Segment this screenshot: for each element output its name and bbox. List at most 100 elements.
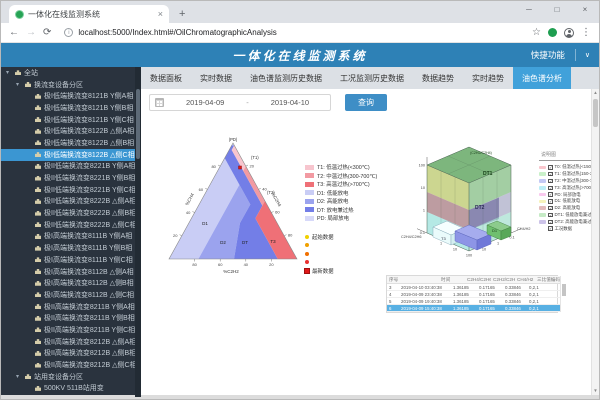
tree-item[interactable]: 极II低端换流变8222B △侧B相 — [1, 207, 141, 219]
cube-legend-item[interactable]: T3: 高温过热(>700℃) — [539, 184, 597, 191]
tree-item[interactable]: 极I低端换流变8121B Y侧C相 — [1, 114, 141, 126]
end-date-value[interactable]: 2019-04-10 — [270, 98, 310, 107]
extension-icon[interactable] — [548, 28, 557, 37]
tree-item[interactable]: 极I低端换流变8122B △侧C相 — [1, 148, 141, 161]
tree-item[interactable]: 极II低端换流变8221B Y侧A相 — [1, 161, 141, 173]
checkbox-checked-icon[interactable] — [548, 219, 553, 225]
url-text[interactable]: localhost:5000/Index.html#/OilChromatogr… — [78, 28, 277, 37]
table-row[interactable]: 6 2019-04-09 15:40:38 1.36185 0.17165 0.… — [387, 305, 560, 312]
table-row[interactable]: 4 2019-04-09 23:40:38 1.36185 0.17165 0.… — [387, 291, 560, 298]
tree-item[interactable]: 极I低端换流变8122B △侧A相 — [1, 125, 141, 137]
tree-item[interactable]: 极I高端换流变8112B △侧C相 — [1, 289, 141, 301]
browser-tab[interactable]: 一体化在线监测系统 × — [9, 5, 169, 23]
nav-tab[interactable]: 油色谱监测历史数据 — [241, 67, 331, 89]
calendar-icon[interactable] — [155, 98, 164, 107]
tree-item[interactable]: 极II高端换流变8212B △侧B相 — [1, 348, 141, 360]
cube-legend-item[interactable]: T1: 低温过热(150-300℃) — [539, 171, 599, 178]
cube-legend-item[interactable]: D2: 高能放电 — [539, 205, 591, 212]
window-close-button[interactable]: × — [582, 4, 588, 14]
minimize-button[interactable]: ─ — [526, 4, 532, 14]
date-range-input[interactable]: 2019-04-09 - 2019-04-10 — [149, 94, 331, 111]
table-scrollbar-thumb[interactable] — [561, 284, 566, 296]
tree-item[interactable]: 极I高端换流变8111B Y侧C相 — [1, 254, 141, 266]
cube-legend-item[interactable]: T0: 低温过热(<150℃) — [539, 164, 597, 171]
nav-tab[interactable]: 数据趋势 — [413, 67, 463, 89]
cube-legend-item[interactable]: D1: 低能放电 — [539, 198, 591, 205]
url-box[interactable]: i localhost:5000/Index.html#/OilChromato… — [58, 27, 526, 38]
quick-menu-label[interactable]: 快捷功能 — [530, 50, 565, 60]
nav-tab[interactable]: 油色谱分析 — [513, 67, 571, 89]
cube-legend-item[interactable]: T2: 中温过热(300-700℃) — [539, 178, 599, 185]
bookmark-star-icon[interactable]: ☆ — [532, 27, 541, 38]
new-tab-button[interactable]: + — [179, 8, 186, 20]
start-date-value[interactable]: 2019-04-09 — [185, 98, 225, 107]
cube-legend-item[interactable]: 工况数据 — [539, 225, 591, 232]
checkbox-checked-icon[interactable] — [548, 185, 553, 191]
browser-menu-icon[interactable]: ⋮ — [581, 27, 591, 38]
checkbox-checked-icon[interactable] — [548, 178, 553, 184]
tree-item[interactable]: 极I高端换流变8112B △侧B相 — [1, 277, 141, 289]
tree-item[interactable]: 极I高端换流变8111B Y侧B相 — [1, 242, 141, 254]
tree-item[interactable]: 极I高端换流变8111B Y侧A相 — [1, 231, 141, 243]
site-info-icon[interactable]: i — [64, 28, 74, 37]
tree-item[interactable]: ▾ 换流变设备分区 — [1, 79, 141, 91]
content-scrollbar[interactable]: ▲ ▼ — [591, 89, 599, 395]
cube-legend-item[interactable]: PD: 局部放电 — [539, 191, 591, 198]
nav-tab[interactable]: 数据面板 — [141, 67, 191, 89]
table-row[interactable]: 5 2019-04-09 19:40:38 1.36185 0.17165 0.… — [387, 298, 560, 305]
tree-item[interactable]: 极I低端换流变8121B Y侧B相 — [1, 102, 141, 114]
scroll-down-icon[interactable]: ▼ — [593, 388, 598, 393]
tree-item[interactable]: 极II低端换流变8221B Y侧B相 — [1, 172, 141, 184]
nav-tab[interactable]: 实时数据 — [191, 67, 241, 89]
back-icon[interactable]: ← — [9, 27, 19, 38]
nav-tab[interactable]: 工况监测历史数据 — [331, 67, 413, 89]
nav-tab-label: 油色谱监测历史数据 — [250, 73, 322, 83]
tree-item[interactable]: ▾ 全站 — [1, 67, 141, 79]
checkbox-checked-icon[interactable] — [548, 199, 553, 204]
search-button[interactable]: 查询 — [345, 94, 387, 111]
sidebar-scrollbar-thumb[interactable] — [136, 89, 140, 159]
svg-text:20: 20 — [269, 262, 274, 267]
tree-expand-icon[interactable]: ▾ — [16, 374, 20, 381]
forward-icon[interactable]: → — [26, 27, 36, 38]
checkbox-checked-icon[interactable] — [548, 192, 553, 197]
table-row[interactable]: 3 2019-04-10 03:40:38 1.36185 0.17165 0.… — [387, 284, 560, 291]
quick-menu[interactable]: 快捷功能 ∨ — [521, 43, 599, 67]
checkbox-checked-icon[interactable] — [548, 165, 553, 170]
cube-legend-swatch — [539, 227, 546, 231]
svg-text:20: 20 — [173, 233, 178, 238]
content-scrollbar-thumb[interactable] — [593, 99, 598, 127]
tab-close-icon[interactable]: × — [157, 9, 163, 19]
tree-item[interactable]: 极II高端换流变8212B △侧C相 — [1, 359, 141, 371]
tree-item[interactable]: 极I高端换流变8112B △侧A相 — [1, 266, 141, 278]
cube-legend-item[interactable]: DT2: 高能放电兼过热 — [539, 218, 596, 225]
tree-item[interactable]: 极II低端换流变8222B △侧C相 — [1, 219, 141, 231]
checkbox-checked-icon[interactable] — [548, 212, 553, 218]
reload-icon[interactable]: ⟳ — [43, 27, 52, 38]
tree-item[interactable]: ▾ 站用变设备分区 — [1, 371, 141, 383]
tree-item[interactable]: 极I低端换流变8122B △侧B相 — [1, 137, 141, 149]
tree-item[interactable]: 500KV 511B站用变 — [1, 383, 141, 395]
scroll-up-icon[interactable]: ▲ — [593, 90, 598, 95]
tree-item[interactable]: 极II高端换流变8212B △侧A相 — [1, 336, 141, 348]
nav-tab[interactable]: 实时趋势 — [463, 67, 513, 89]
tree-item-label: 极I高端换流变8111B Y侧B相 — [44, 245, 133, 253]
tree-item[interactable]: 极II高端换流变8211B Y侧C相 — [1, 324, 141, 336]
tree-item[interactable]: 极II低端换流变8221B Y侧C相 — [1, 184, 141, 196]
tree-expand-icon[interactable]: ▾ — [16, 82, 20, 89]
profile-avatar-icon[interactable] — [564, 27, 574, 38]
table-scrollbar[interactable] — [559, 276, 566, 312]
chevron-down-icon[interactable]: ∨ — [584, 52, 590, 59]
maximize-button[interactable]: □ — [554, 4, 560, 14]
cube-legend-item[interactable]: DT1: 低能放电兼过热 — [539, 212, 596, 219]
tree-expand-icon[interactable]: ▾ — [6, 70, 10, 77]
tree-item[interactable]: 极II低端换流变8222B △侧A相 — [1, 196, 141, 208]
checkbox-checked-icon[interactable] — [548, 226, 553, 231]
checkbox-checked-icon[interactable] — [548, 171, 553, 177]
tree-item[interactable]: 极II高端换流变8211B Y侧A相 — [1, 301, 141, 313]
tree-item[interactable]: 极I低端换流变8121B Y侧A相 — [1, 90, 141, 102]
tree-item[interactable]: 极II高端换流变8211B Y侧B相 — [1, 312, 141, 324]
sidebar-scrollbar[interactable] — [135, 67, 141, 397]
checkbox-checked-icon[interactable] — [548, 205, 553, 211]
